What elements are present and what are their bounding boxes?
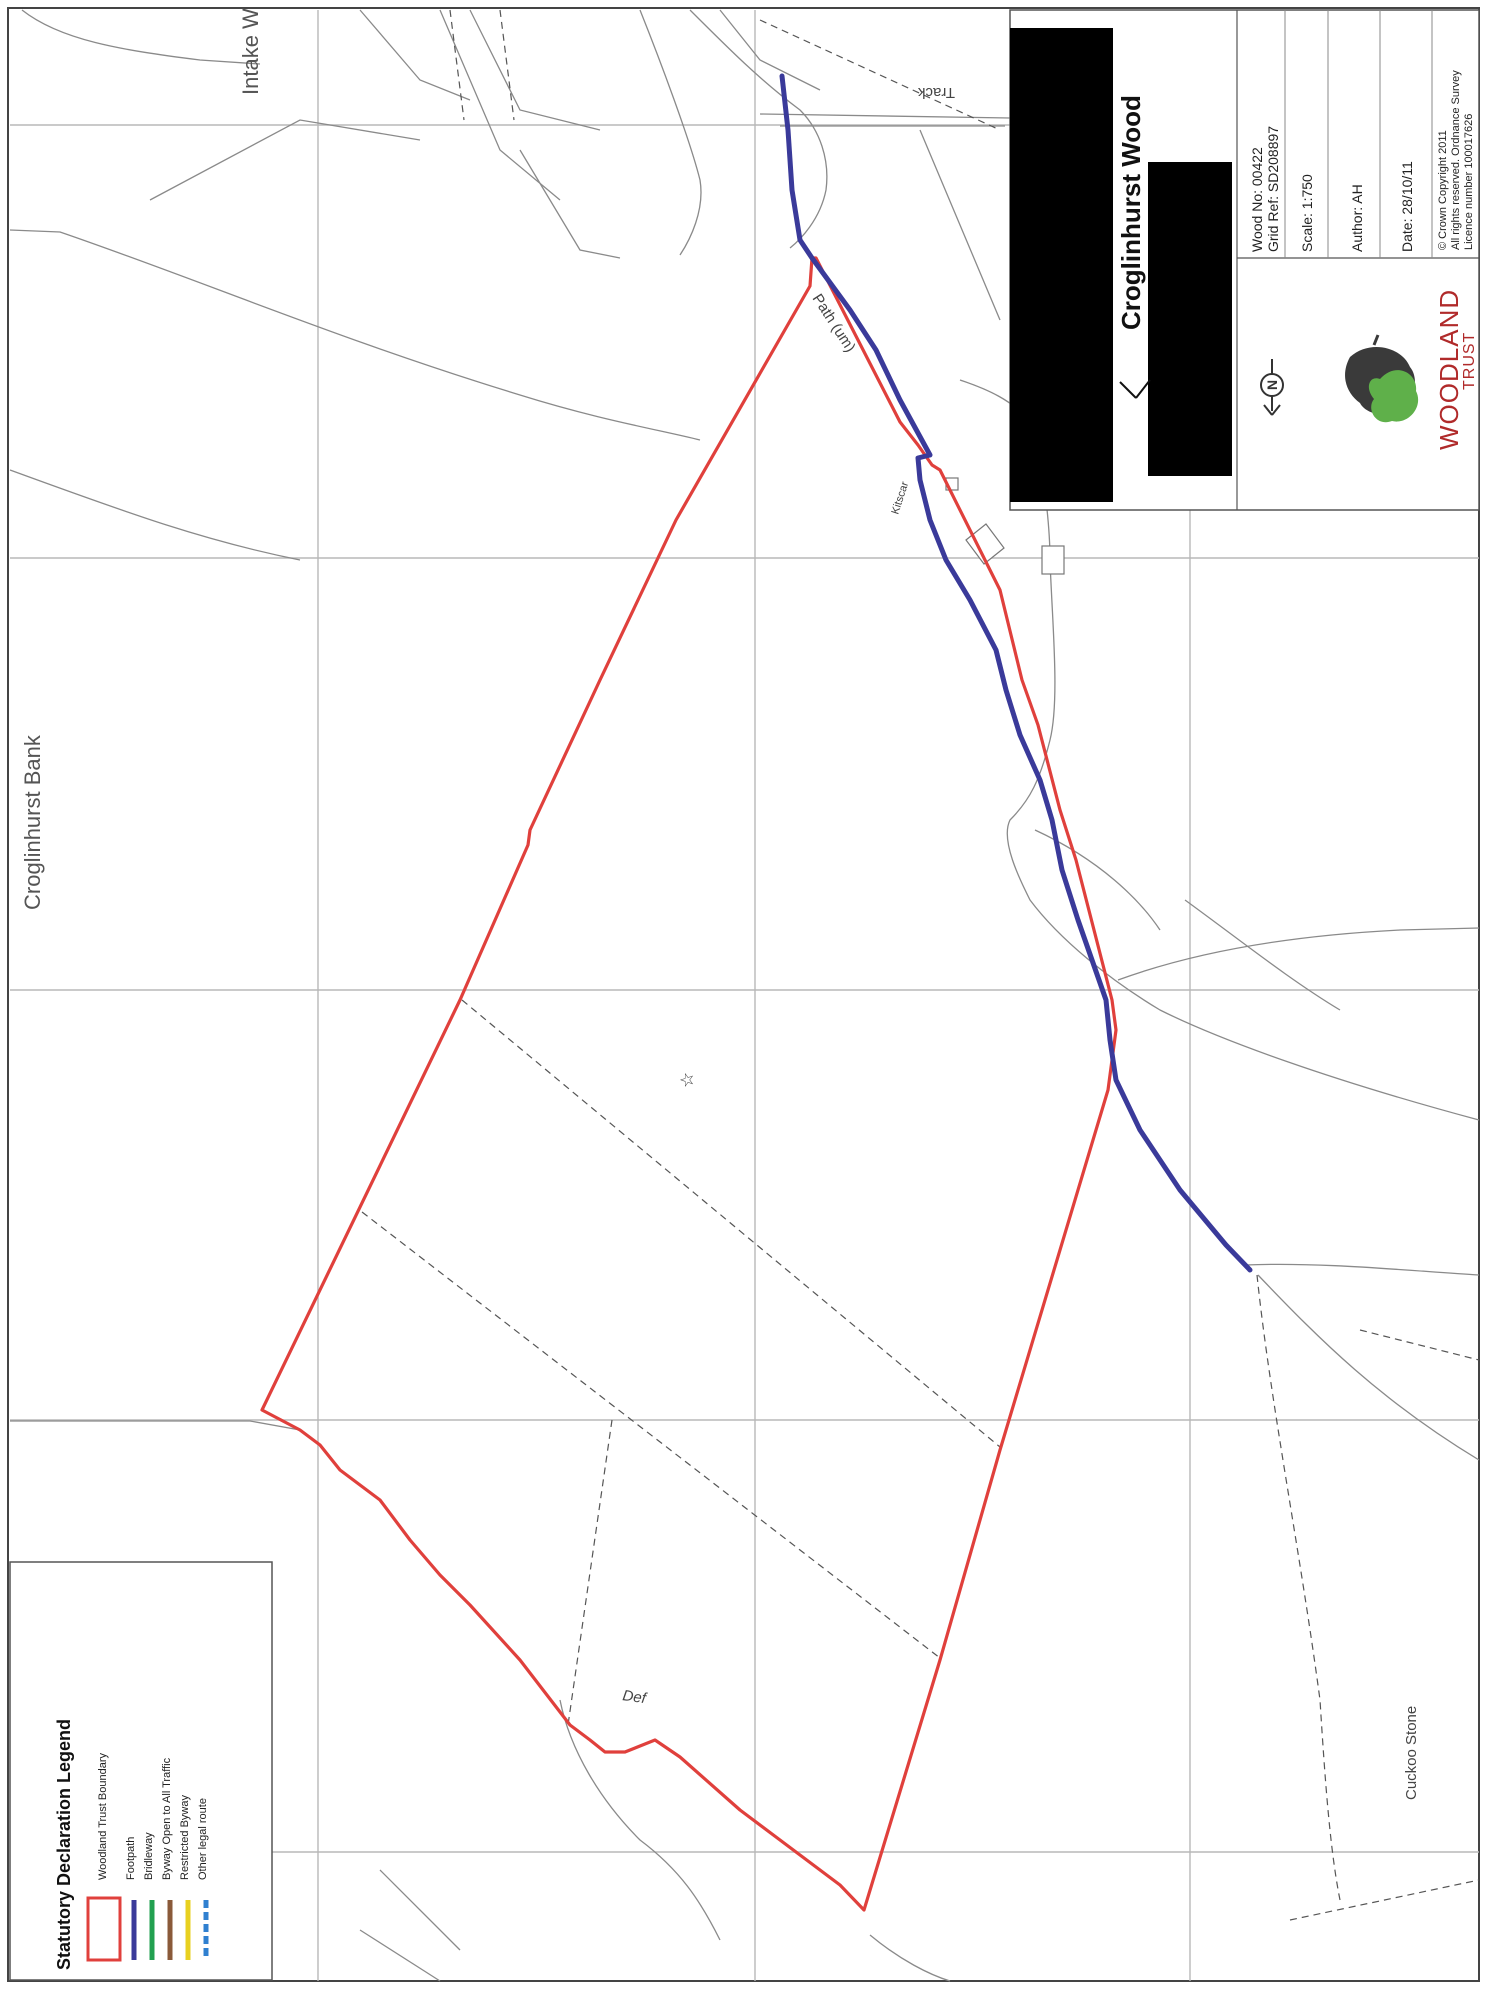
map-author: Author: AH [1349,184,1365,252]
legend-label-footpath: Footpath [125,1837,137,1880]
title-arrow-icon [1119,379,1151,399]
redaction-block-1 [1010,28,1113,502]
label-intake: Intake W [238,8,263,95]
map-title: Croglinhurst Wood [1116,95,1146,330]
map-date: Date: 28/10/11 [1399,161,1415,252]
grid-reference: Grid Ref: SD208897 [1265,126,1281,252]
copyright-line-2: All rights reserved. Ordnance Survey [1450,70,1462,250]
label-croglinhurst-bank: Croglinhurst Bank [20,734,45,910]
legend-label-boundary: Woodland Trust Boundary [97,1753,109,1880]
wood-number: Wood No: 00422 [1249,147,1265,252]
legend-label-restricted-byway: Restricted Byway [179,1795,191,1880]
copyright-line-1: © Crown Copyright 2011 [1437,130,1449,250]
map-features [9,9,1480,1982]
star-marker: ☆ [677,1072,697,1088]
copyright-line-3: Licence number 100017626 [1463,114,1475,250]
legend-box: Statutory Declaration Legend Woodland Tr… [9,1561,273,1981]
logo-word-trust: TRUST [1461,332,1478,390]
north-label: N [1264,380,1280,390]
north-arrow-icon: N [1260,359,1284,416]
legend-label-byway: Byway Open to All Traffic [161,1757,173,1880]
dashed-field-lines [361,9,1480,1921]
legend-label-bridleway: Bridleway [143,1832,155,1880]
label-cuckoo-stone: Cuckoo Stone [1403,1706,1420,1800]
woodland-trust-logo-icon [1345,334,1419,423]
label-track: Track [918,84,955,101]
legend-title: Statutory Declaration Legend [54,1719,74,1970]
label-def: Def [621,1687,648,1707]
footpath-route [779,73,1253,1273]
legend-swatch-boundary [86,1896,122,1962]
redaction-block-2 [1148,162,1232,476]
map-scale: Scale: 1:750 [1299,174,1315,252]
legend-label-other-route: Other legal route [197,1798,209,1880]
buildings [945,425,1065,575]
logo-word-woodland: WOODLAND [1434,289,1464,450]
